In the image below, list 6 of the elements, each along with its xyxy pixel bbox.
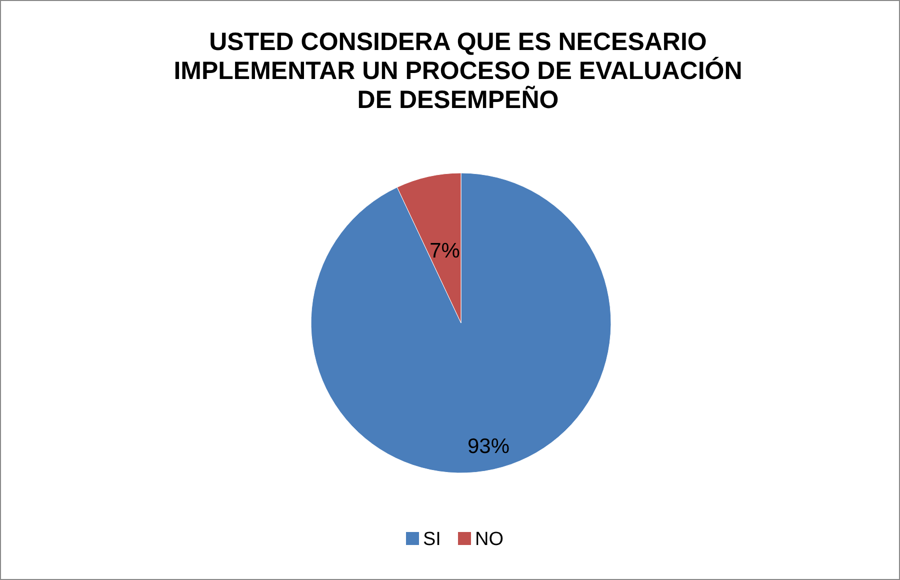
- legend-label: SI: [423, 529, 441, 550]
- legend-label: NO: [475, 529, 504, 550]
- data-label: 93%: [467, 434, 510, 458]
- chart-title: USTED CONSIDERA QUE ES NECESARIO IMPLEMENTAR UN PROCESO DE EVALUACIÓN DE DESEMPEÑO: [174, 28, 742, 114]
- data-label: 7%: [430, 239, 460, 262]
- pie-slice: [310, 172, 612, 474]
